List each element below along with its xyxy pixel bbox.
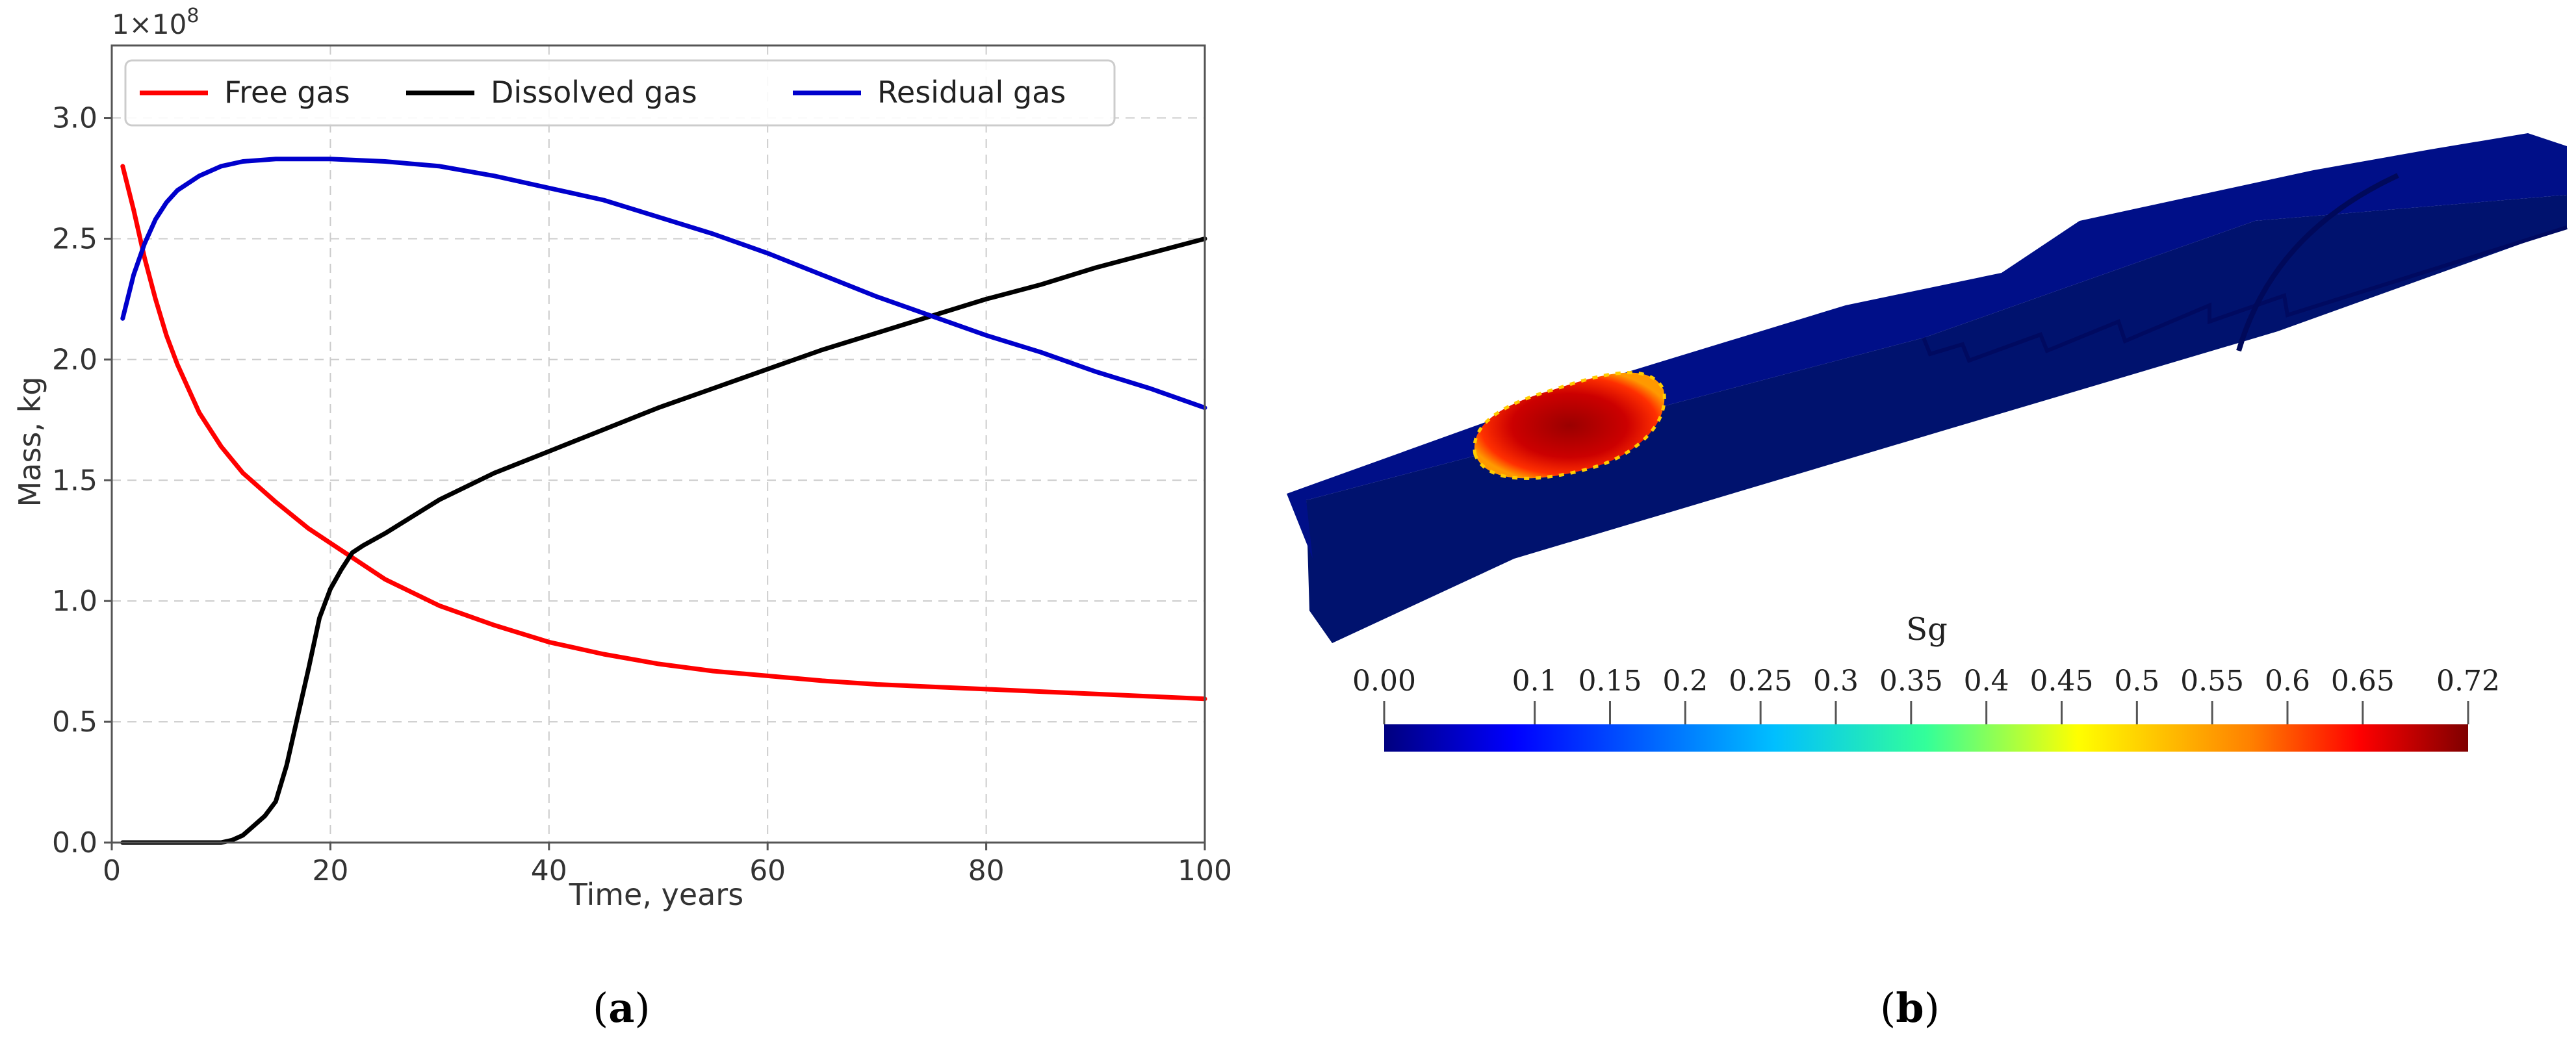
mass-chart: 0 20 40 60 80 100 0.0 0.5 1.0 1.5 2.0 2.5 3.0 1×108…: [12, 5, 1232, 912]
colorbar-tick-label: 0.00: [1352, 665, 1416, 698]
y-tick-label: 1.0: [52, 585, 97, 618]
series-lines: [120, 157, 1207, 845]
colorbar-title: Sg: [1906, 611, 1948, 648]
y-tick-label: 1.5: [52, 464, 97, 497]
colorbar-tick-label: 0.35: [1879, 665, 1943, 698]
colorbar-ticks: 0.00 0.1 0.15 0.2 0.25 0.3 0.35 0.4 0.45 0.5 0.55 0…: [1352, 665, 2500, 724]
colorbar-gradient: [1384, 724, 2468, 752]
reservoir-top-surface: [1287, 133, 2567, 559]
legend: Free gas Dissolved gas Residual gas: [124, 59, 1116, 127]
colorbar-tick-label: 0.65: [2331, 665, 2395, 698]
series-line-free-gas: [120, 164, 1207, 702]
y-tick-label: 2.5: [52, 222, 97, 255]
x-tick-label: 80: [968, 854, 1005, 887]
saturation-panel: Sg 0.00 0.1 0.15 0.2 0.25 0.3 0.35 0.4 0.45 0.5 0.…: [1287, 133, 2568, 752]
legend-label-residual-gas: Residual gas: [877, 75, 1066, 110]
y-axis-label: Mass, kg: [12, 377, 47, 507]
gas-plume-edge: [1473, 371, 1666, 480]
y-tick-label: 2.0: [52, 343, 97, 376]
gas-plume: [1474, 372, 1665, 479]
colorbar-tick-label: 0.55: [2180, 665, 2244, 698]
x-tick-label: 40: [531, 854, 567, 887]
x-tick-label: 20: [312, 854, 348, 887]
y-tick-label: 0.5: [52, 705, 97, 739]
legend-label-dissolved-gas: Dissolved gas: [491, 75, 697, 110]
legend-label-free-gas: Free gas: [224, 75, 350, 110]
series-line-residual-gas: [120, 157, 1207, 411]
colorbar-tick-label: 0.25: [1729, 665, 1792, 698]
x-tick-label: 0: [103, 854, 121, 887]
x-axis-label: Time, years: [569, 877, 743, 912]
reservoir-fault-line: [2236, 173, 2399, 352]
colorbar-tick-label: 0.5: [2114, 665, 2159, 698]
legend-box: [124, 59, 1116, 127]
plot-frame: [110, 44, 1206, 844]
colorbar-tick-label: 0.3: [1813, 665, 1859, 698]
series-line-dissolved-gas: [120, 236, 1207, 845]
colorbar: Sg 0.00 0.1 0.15 0.2 0.25 0.3 0.35 0.4 0.45 0.5 0.…: [1352, 611, 2500, 752]
grid: [112, 45, 1205, 843]
colorbar-tick-label: 0.1: [1512, 665, 1558, 698]
y-tick-label: 3.0: [52, 102, 97, 135]
colorbar-tick-label: 0.15: [1578, 665, 1642, 698]
y-multiplier-label: 1×108: [112, 5, 199, 40]
y-tick-label: 0.0: [52, 826, 97, 859]
y-multiplier-exponent: 8: [187, 5, 199, 27]
reservoir-stepped-edge: [1922, 225, 2568, 363]
x-ticks: 0 20 40 60 80 100: [103, 843, 1232, 887]
reservoir-model: [1287, 133, 2568, 643]
y-ticks: 0.0 0.5 1.0 1.5 2.0 2.5 3.0: [52, 102, 112, 859]
x-tick-label: 60: [749, 854, 786, 887]
colorbar-tick-label: 0.2: [1662, 665, 1708, 698]
caption-a: (a): [593, 984, 650, 1032]
caption-b: (b): [1880, 984, 1940, 1032]
colorbar-tick-label: 0.72: [2436, 665, 2500, 698]
x-tick-label: 100: [1178, 854, 1232, 887]
colorbar-tick-label: 0.4: [1964, 665, 2009, 698]
colorbar-tick-label: 0.45: [2030, 665, 2094, 698]
colorbar-tick-label: 0.6: [2265, 665, 2310, 698]
